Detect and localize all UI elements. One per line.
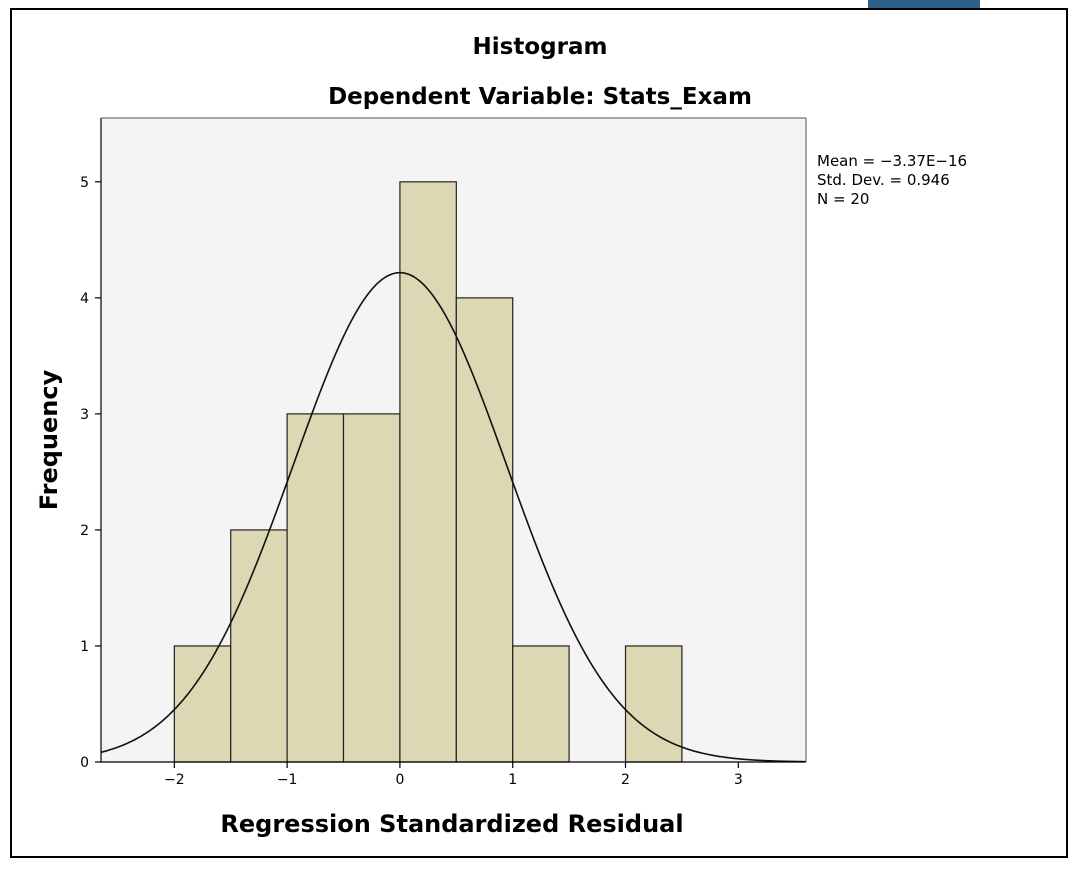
stats-mean: Mean = −3.37E−16 [817, 152, 967, 170]
y-axis-label: Frequency [35, 369, 63, 510]
axes-group: 0 1 2 3 4 5 −2 −1 0 1 2 3 [80, 117, 807, 788]
y-tick-label: 0 [80, 755, 89, 771]
histogram-bar-8 [624, 645, 683, 763]
histogram-bar-1 [230, 529, 288, 763]
bars-group [173, 181, 683, 763]
y-tick-label: 5 [80, 175, 89, 191]
x-tick-label: 3 [734, 772, 743, 788]
histogram-bar-0 [173, 645, 232, 763]
histogram-bar-5 [455, 297, 514, 763]
x-tick-label: 1 [508, 772, 517, 788]
histogram-bar-6 [512, 645, 570, 763]
x-axis-label: Regression Standardized Residual [220, 810, 683, 838]
stats-std-dev: Std. Dev. = 0.946 [817, 171, 950, 189]
y-tick-label: 2 [80, 523, 89, 539]
x-tick-label: 0 [395, 772, 404, 788]
y-tick-label: 4 [80, 291, 89, 307]
x-tick-label: −1 [277, 772, 298, 788]
y-tick-label: 3 [80, 407, 89, 423]
stats-n: N = 20 [817, 190, 869, 208]
x-tick-label: 2 [621, 772, 630, 788]
histogram-bar-3 [342, 413, 401, 763]
y-tick-label: 1 [80, 639, 89, 655]
histogram-bar-2 [286, 413, 345, 763]
histogram-bar-4 [399, 181, 457, 763]
window-corner-tab [868, 0, 980, 8]
normal-curve [100, 271, 807, 763]
x-tick-label: −2 [164, 772, 185, 788]
chart-subtitle: Dependent Variable: Stats_Exam [328, 84, 752, 110]
chart-title: Histogram [473, 34, 608, 60]
